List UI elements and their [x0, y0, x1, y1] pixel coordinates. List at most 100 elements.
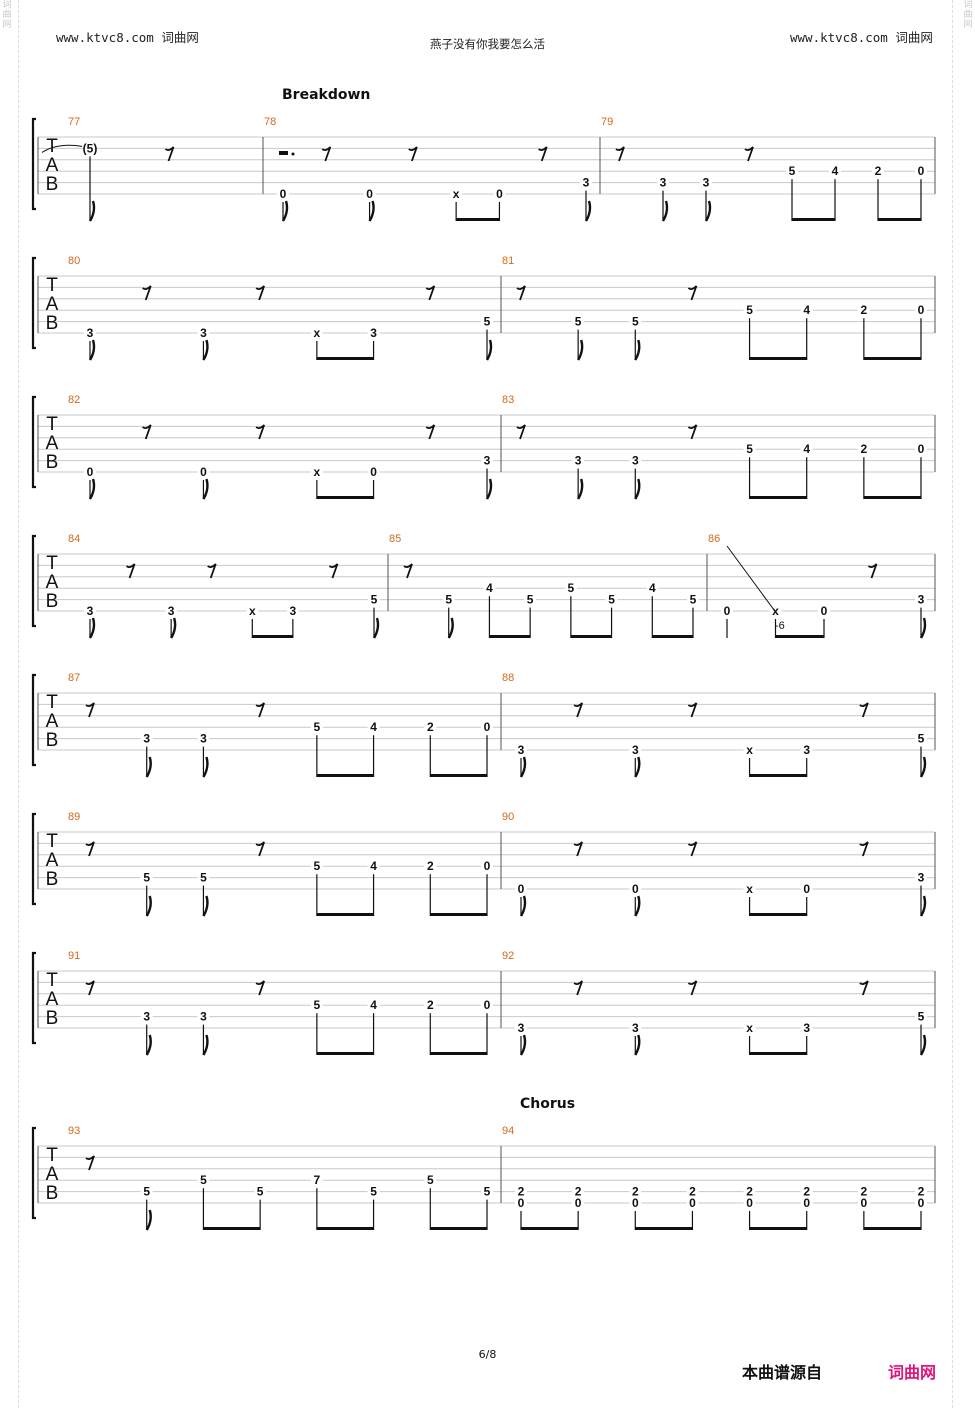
fret-bg	[721, 605, 733, 616]
measure-number: 84	[68, 533, 80, 545]
fret-bg	[646, 582, 659, 594]
fret-number: 0	[918, 442, 925, 456]
fret-bg	[800, 304, 813, 316]
fret-bg	[197, 871, 210, 883]
fret-bg	[140, 1010, 153, 1022]
fret-bg	[915, 732, 927, 744]
fret-number: 3	[918, 593, 925, 607]
measure-number: 78	[264, 116, 276, 128]
fret-number: 5	[314, 859, 321, 873]
fret-number: 3	[918, 871, 925, 885]
fret-number: 5	[484, 1185, 491, 1199]
tab-clef-letter: A	[46, 850, 59, 871]
note-beam	[430, 1227, 487, 1230]
header-right-site: www.ktvc8.com 词曲网	[790, 30, 933, 45]
note-beam	[316, 1052, 374, 1055]
fret-number: 5	[371, 593, 378, 607]
note-flag	[519, 895, 527, 917]
eighth-rest	[85, 702, 95, 718]
fret-bg	[915, 1185, 927, 1197]
note-flag	[145, 1209, 152, 1231]
note-beam	[252, 635, 293, 638]
note-flag	[447, 617, 454, 639]
fret-bg	[629, 744, 642, 755]
fret-number: 0	[575, 1196, 582, 1210]
eighth-rest	[573, 980, 583, 996]
tab-clef-letter: T	[46, 831, 58, 852]
tab-clef-letter: T	[46, 136, 58, 157]
fret-number: 3	[290, 604, 297, 618]
eighth-rest	[859, 841, 869, 857]
fret-number: 2	[427, 859, 434, 873]
note-beam	[316, 357, 374, 360]
fret-bg	[246, 605, 259, 616]
section-chorus: Chorus	[520, 1096, 576, 1112]
fret-number: 0	[918, 164, 925, 178]
measure-number: 92	[502, 950, 514, 962]
note-beam	[775, 635, 824, 638]
fret-number: x	[746, 1021, 753, 1035]
fret-number: 2	[518, 1185, 525, 1199]
eighth-rest	[573, 702, 583, 718]
fret-bg	[515, 1197, 527, 1208]
fret-number: 4	[832, 164, 839, 178]
system-bracket	[31, 673, 36, 767]
tab-clef-letter: T	[46, 414, 58, 435]
right-margin-line	[952, 0, 953, 1408]
fret-number: 3	[583, 176, 590, 190]
fret-bg	[197, 466, 210, 477]
fret-number: 5	[575, 315, 582, 329]
fret-bg	[367, 1185, 380, 1197]
fret-number: (5)	[83, 141, 98, 155]
eighth-rest	[403, 563, 413, 579]
fret-number: 0	[87, 465, 94, 479]
fret-bg	[915, 593, 927, 605]
fret-number: 2	[861, 442, 868, 456]
note-beam	[863, 1227, 921, 1230]
fret-number: 0	[803, 1196, 810, 1210]
eighth-rest	[255, 980, 265, 996]
fret-number: 3	[143, 732, 150, 746]
note-flag	[281, 200, 289, 222]
tab-clef-letter: B	[46, 869, 59, 890]
fret-number: 3	[575, 454, 582, 468]
fret-number: 3	[200, 1010, 207, 1024]
eighth-rest	[516, 285, 526, 301]
eighth-rest	[615, 146, 625, 162]
fret-number: 5	[200, 871, 207, 885]
system-bracket	[31, 951, 36, 1045]
fret-number: x	[314, 465, 321, 479]
eighth-rest	[687, 424, 698, 440]
tab-clef-letter: B	[46, 452, 59, 473]
fret-number: 5	[484, 315, 491, 329]
note-flag	[584, 200, 592, 222]
fret-bg	[743, 304, 756, 316]
fret-bg	[367, 327, 380, 338]
note-flag	[202, 478, 209, 500]
fret-bg	[140, 871, 153, 883]
fret-bg	[769, 605, 782, 616]
eighth-rest	[859, 980, 869, 996]
tab-clef-letter: B	[46, 313, 59, 334]
fret-bg	[310, 1174, 323, 1186]
fret-bg	[743, 1185, 756, 1197]
fret-bg	[629, 454, 642, 466]
note-beam	[863, 496, 921, 499]
eighth-rest	[142, 424, 152, 440]
note-flag	[170, 617, 177, 639]
measure-number: 83	[502, 394, 514, 406]
fret-bg	[915, 1197, 927, 1208]
fret-bg	[310, 327, 323, 338]
note-flag	[88, 478, 96, 500]
fret-bg	[915, 443, 927, 455]
fret-number: 5	[690, 593, 697, 607]
fret-number: x	[453, 187, 460, 201]
eighth-rest	[207, 563, 217, 579]
tab-system: TAB 89 90	[31, 811, 936, 917]
fret-number: 5	[427, 1173, 434, 1187]
note-beam	[652, 635, 693, 638]
fret-number: 3	[803, 1021, 810, 1035]
tab-clef-letter: B	[46, 730, 59, 751]
fret-bg	[140, 1185, 153, 1197]
fret-number: 0	[518, 882, 525, 896]
